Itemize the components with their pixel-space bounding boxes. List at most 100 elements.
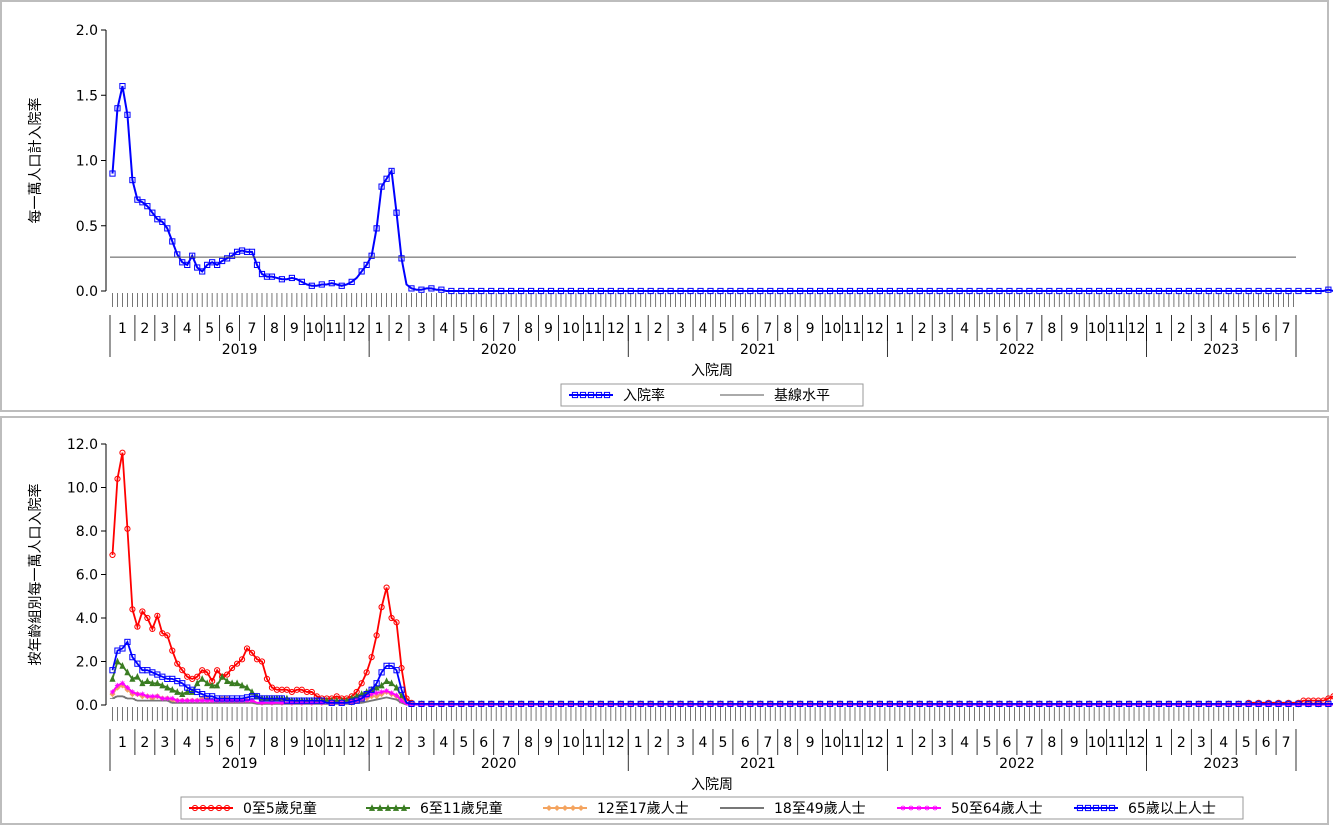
legend-label: 65歲以上人士 bbox=[1128, 801, 1216, 817]
x-month-label: 12 bbox=[348, 321, 366, 337]
y-tick-label: 1.0 bbox=[76, 154, 98, 170]
x-month-label: 10 bbox=[824, 735, 842, 751]
x-month-label: 3 bbox=[160, 321, 169, 337]
x-month-label: 2 bbox=[395, 735, 404, 751]
x-month-label: 12 bbox=[607, 321, 625, 337]
legend-marker bbox=[908, 805, 913, 810]
x-month-label: 12 bbox=[1128, 321, 1146, 337]
x-month-label: 5 bbox=[459, 735, 468, 751]
data-point bbox=[110, 689, 115, 694]
x-month-label: 10 bbox=[1088, 735, 1106, 751]
x-month-label: 9 bbox=[806, 735, 815, 751]
y-tick-label: 4.0 bbox=[76, 611, 98, 627]
x-month-label: 11 bbox=[584, 321, 602, 337]
x-year-label: 2019 bbox=[222, 342, 258, 358]
x-month-label: 10 bbox=[562, 735, 580, 751]
x-month-label: 4 bbox=[699, 321, 708, 337]
data-point bbox=[140, 692, 145, 697]
y-tick-label: 6.0 bbox=[76, 568, 98, 584]
y-tick-label: 0.0 bbox=[76, 698, 98, 714]
x-month-label: 3 bbox=[1197, 321, 1206, 337]
x-month-label: 2 bbox=[654, 321, 663, 337]
x-month-label: 7 bbox=[1282, 735, 1291, 751]
x-month-label: 1 bbox=[1155, 735, 1164, 751]
x-month-label: 7 bbox=[1282, 321, 1291, 337]
x-month-label: 3 bbox=[417, 321, 426, 337]
x-month-label: 6 bbox=[741, 321, 750, 337]
x-week-ticks bbox=[112, 293, 1293, 307]
x-month-label: 6 bbox=[225, 735, 234, 751]
x-month-label: 2 bbox=[395, 321, 404, 337]
x-month-label: 9 bbox=[544, 735, 553, 751]
data-point bbox=[374, 690, 379, 695]
legend-label: 入院率 bbox=[623, 387, 665, 404]
data-point bbox=[185, 698, 190, 703]
x-year-label: 2021 bbox=[740, 756, 776, 772]
x-month-label: 1 bbox=[375, 321, 384, 337]
x-month-label: 5 bbox=[718, 735, 727, 751]
x-month-label: 4 bbox=[699, 735, 708, 751]
x-month-label: 5 bbox=[1242, 321, 1251, 337]
x-month-label: 8 bbox=[1047, 321, 1056, 337]
x-month-label: 1 bbox=[1155, 321, 1164, 337]
x-year-label: 2019 bbox=[222, 756, 258, 772]
x-month-label: 3 bbox=[676, 735, 685, 751]
x-month-label: 5 bbox=[1242, 735, 1251, 751]
legend-marker bbox=[932, 805, 937, 810]
data-point bbox=[394, 693, 399, 698]
x-month-label: 8 bbox=[270, 735, 279, 751]
x-month-label: 5 bbox=[205, 735, 214, 751]
data-point bbox=[120, 681, 125, 686]
x-year-label: 2021 bbox=[740, 342, 776, 358]
data-point bbox=[195, 698, 200, 703]
y-tick-label: 10.0 bbox=[67, 481, 98, 497]
series-入院率 bbox=[110, 84, 1333, 294]
data-point bbox=[150, 694, 155, 699]
y-tick-label: 12.0 bbox=[67, 437, 98, 453]
x-month-label: 10 bbox=[305, 735, 323, 751]
data-point bbox=[145, 678, 150, 684]
series-markers bbox=[110, 84, 1333, 294]
x-month-label: 6 bbox=[1262, 321, 1271, 337]
series-0至5歲兒童 bbox=[110, 450, 1333, 706]
x-month-label: 4 bbox=[1219, 735, 1228, 751]
legend: 0至5歲兒童 6至11歲兒童 12至17歲人士 18至49歲人士 50至64歲人士 65歲… bbox=[181, 797, 1243, 819]
x-year-label: 2020 bbox=[481, 756, 517, 772]
x-month-label: 10 bbox=[1088, 321, 1106, 337]
x-month-label: 4 bbox=[183, 735, 192, 751]
data-point bbox=[145, 694, 150, 699]
x-year-label: 2022 bbox=[999, 342, 1035, 358]
x-month-label: 7 bbox=[763, 321, 772, 337]
data-point bbox=[384, 678, 389, 684]
x-month-label: 8 bbox=[270, 321, 279, 337]
x-month-label: 8 bbox=[1047, 735, 1056, 751]
x-month-label: 3 bbox=[938, 321, 947, 337]
x-month-label: 10 bbox=[305, 321, 323, 337]
chart-panel-overall: 0.00.51.01.52.0每一萬人口計入院率1 2 3 4 5 6 7 8 9 10 11 12 1… bbox=[27, 23, 1333, 406]
x-month-label: 6 bbox=[479, 321, 488, 337]
x-month-label: 3 bbox=[938, 735, 947, 751]
x-month-label: 2 bbox=[140, 735, 149, 751]
series-line bbox=[112, 453, 1333, 704]
x-month-label: 9 bbox=[806, 321, 815, 337]
x-month-label: 10 bbox=[562, 321, 580, 337]
x-month-label: 11 bbox=[844, 321, 862, 337]
y-tick-label: 1.5 bbox=[76, 88, 98, 104]
x-month-label: 6 bbox=[225, 321, 234, 337]
x-month-label: 7 bbox=[248, 321, 257, 337]
x-week-ticks bbox=[112, 707, 1293, 721]
series-6至11歲兒童 bbox=[110, 645, 1333, 706]
x-month-label: 8 bbox=[524, 321, 533, 337]
legend: 入院率 基線水平 bbox=[561, 384, 863, 406]
legend-label: 基線水平 bbox=[774, 387, 830, 404]
x-month-label: 12 bbox=[1128, 735, 1146, 751]
series-markers bbox=[110, 639, 1333, 706]
x-month-label: 5 bbox=[983, 735, 992, 751]
x-month-label: 2 bbox=[918, 321, 927, 337]
data-point bbox=[110, 676, 115, 682]
x-month-label: 1 bbox=[375, 735, 384, 751]
x-month-label: 3 bbox=[676, 321, 685, 337]
x-month-label: 8 bbox=[524, 735, 533, 751]
data-point bbox=[244, 698, 249, 703]
